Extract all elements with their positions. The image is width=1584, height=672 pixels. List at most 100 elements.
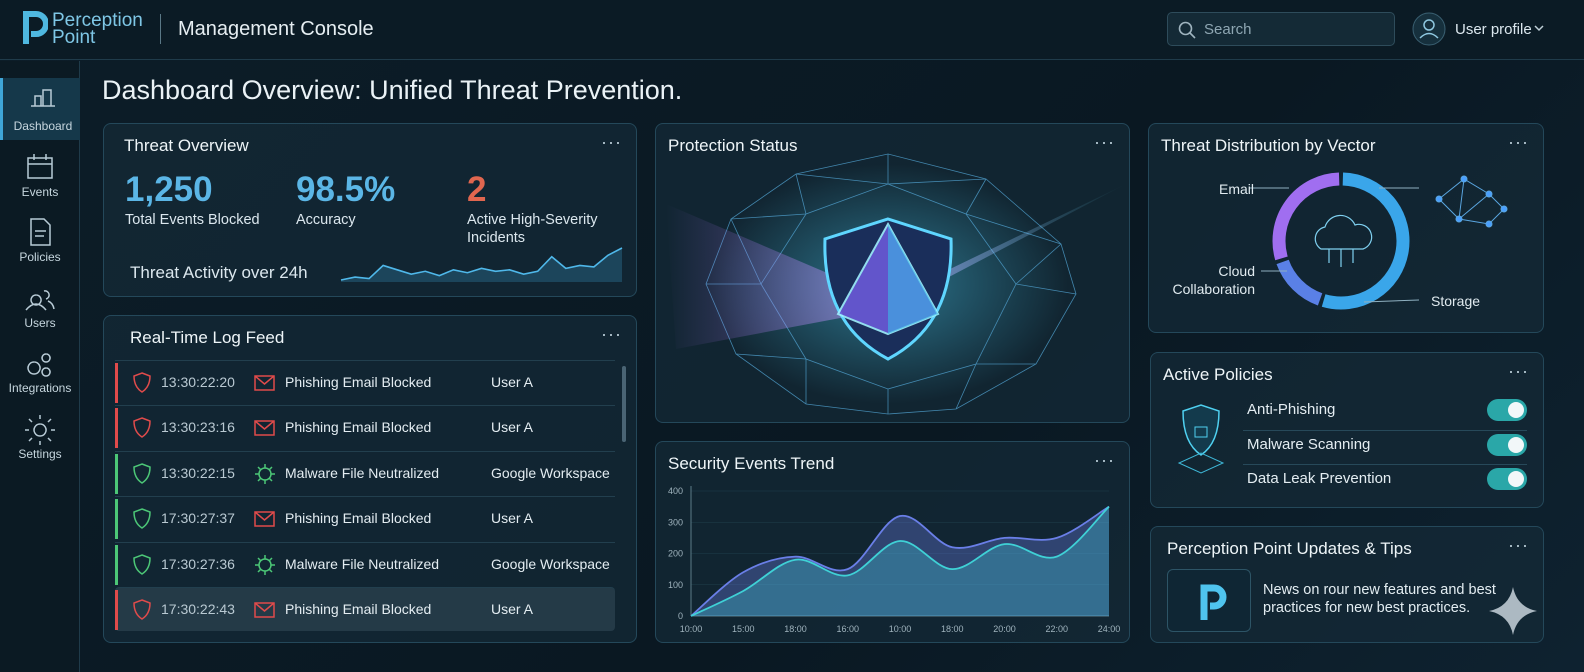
x-tick-label: 10:00 [889, 624, 912, 634]
status-bar [115, 544, 118, 585]
toggle-knob [1508, 436, 1524, 453]
menu[interactable]: ··· [601, 132, 622, 152]
header: Perception Point Management Console Searc… [0, 0, 1584, 60]
nav-item[interactable]: Settings [0, 406, 80, 468]
nav-label: Policies [19, 250, 61, 264]
shield [133, 553, 151, 575]
log-time: 13:30:23:16 [161, 419, 235, 436]
status-bar [115, 453, 118, 494]
stat-value: 1,250 [125, 170, 213, 209]
log-row[interactable]: 17:30:27:37 Phishing Email Blocked User A [115, 496, 615, 540]
nav-icon-path [25, 414, 55, 445]
search-box[interactable]: Search [1167, 12, 1395, 46]
menu[interactable]: ··· [1508, 535, 1529, 555]
nav-item[interactable]: Dashboard [0, 78, 80, 140]
donut-chart: Storage Email Cloud Collaboration [1173, 172, 1508, 310]
distribution-panel: Threat Distribution by Vector ··· Storage… [1148, 123, 1544, 333]
cloud-icon [1314, 214, 1373, 267]
log-row[interactable]: 13:30:23:16 Phishing Email Blocked User A [115, 405, 615, 449]
log-time: 17:30:27:37 [161, 510, 235, 527]
toggle[interactable] [1487, 468, 1527, 490]
menu[interactable]: ··· [1094, 450, 1115, 470]
panel-title: Real-Time Log Feed [130, 328, 285, 347]
x-tick-label: 20:00 [993, 624, 1016, 634]
nav-item[interactable]: Policies [0, 209, 80, 271]
envelope-flap [254, 375, 275, 385]
y-tick-label: 100 [668, 580, 683, 590]
series-area [691, 506, 1109, 616]
activity-label: Threat Activity over 24h [130, 263, 308, 282]
nav-item[interactable]: Users [0, 275, 80, 337]
y-tick-label: 0 [678, 611, 683, 621]
logo [23, 11, 48, 44]
toggle[interactable] [1487, 399, 1527, 421]
panel-title: Active Policies [1163, 365, 1273, 384]
panel-title: Perception Point Updates & Tips [1167, 539, 1412, 558]
avatar [1412, 12, 1446, 46]
nav-label: Settings [18, 446, 62, 461]
envelope-flap [254, 420, 275, 431]
x-tick-label: 18:00 [941, 624, 964, 634]
log-user: Google Workspace [491, 464, 610, 481]
brand: Perception Point [52, 11, 143, 47]
panel-title: Threat Distribution by Vector [1161, 136, 1376, 155]
nav-label: Integrations [8, 381, 72, 395]
menu[interactable]: ··· [601, 324, 622, 344]
toggle[interactable] [1487, 433, 1527, 456]
updates-logo [1167, 569, 1251, 632]
status-icon [133, 599, 151, 620]
nav-item[interactable]: Integrations [0, 340, 80, 402]
envelope [254, 602, 275, 618]
status-icon [133, 553, 151, 575]
chevron [1534, 25, 1544, 32]
sparkle [1489, 587, 1537, 635]
segment-label: Cloud Collaboration [1173, 263, 1256, 297]
x-tick-label: 10:00 [680, 624, 703, 634]
donut-segment [1276, 259, 1323, 306]
protection-panel: Protection Status ··· [655, 123, 1130, 423]
sparkline-fill [341, 248, 622, 282]
menu[interactable]: ··· [1094, 132, 1115, 152]
log-row[interactable]: 17:30:27:36 Malware File Neutralized Googl… [115, 541, 615, 586]
x-tick-label: 16:00 [836, 624, 859, 634]
log-user: User A [491, 419, 534, 436]
updates-panel: Perception Point Updates & Tips ··· News … [1150, 526, 1544, 643]
log-row[interactable]: 13:30:22:20 Phishing Email Blocked User A [115, 360, 615, 404]
separator [1243, 464, 1527, 465]
x-tick-label: 18:00 [784, 624, 807, 634]
status-bar [115, 408, 118, 449]
log-event: Malware File Neutralized [285, 464, 440, 481]
scrollbar[interactable] [622, 366, 626, 442]
virus-spikes [255, 554, 275, 575]
user-profile[interactable]: User profile [1412, 12, 1547, 46]
log-event: Phishing Email Blocked [285, 374, 432, 390]
policies-panel: Active Policies ··· Anti-Phishing Malware … [1150, 352, 1544, 508]
log-event: Phishing Email Blocked [285, 510, 432, 527]
status-icon [133, 508, 151, 530]
status-bar [115, 590, 118, 630]
log-row[interactable]: 17:30:22:43 Phishing Email Blocked User A [115, 587, 615, 631]
nav-icon-path [31, 89, 55, 107]
log-row[interactable]: 13:30:22:15 Malware File Neutralized Googl… [115, 450, 615, 495]
donut-segment [1321, 172, 1410, 310]
stat-label: Total Events Blocked [125, 212, 260, 228]
stat-value: 98.5% [296, 170, 396, 209]
menu[interactable]: ··· [1508, 132, 1529, 152]
nav-icon [31, 89, 55, 107]
envelope-flap [254, 511, 275, 522]
user-name: User profile [1455, 21, 1532, 38]
status-bar [115, 363, 118, 403]
nav-icon-path [30, 218, 51, 246]
nav-icon-path [27, 153, 53, 179]
shield [133, 599, 151, 620]
nav-item[interactable]: Events [0, 144, 80, 206]
log-event: Phishing Email Blocked [285, 601, 432, 617]
sparkline-area [340, 247, 623, 282]
envelope-flap [254, 602, 275, 612]
status-icon [133, 372, 151, 393]
nav-icon [27, 353, 51, 377]
menu[interactable]: ··· [1508, 361, 1529, 381]
shield [133, 462, 151, 484]
segment-label: Email [1219, 181, 1254, 197]
